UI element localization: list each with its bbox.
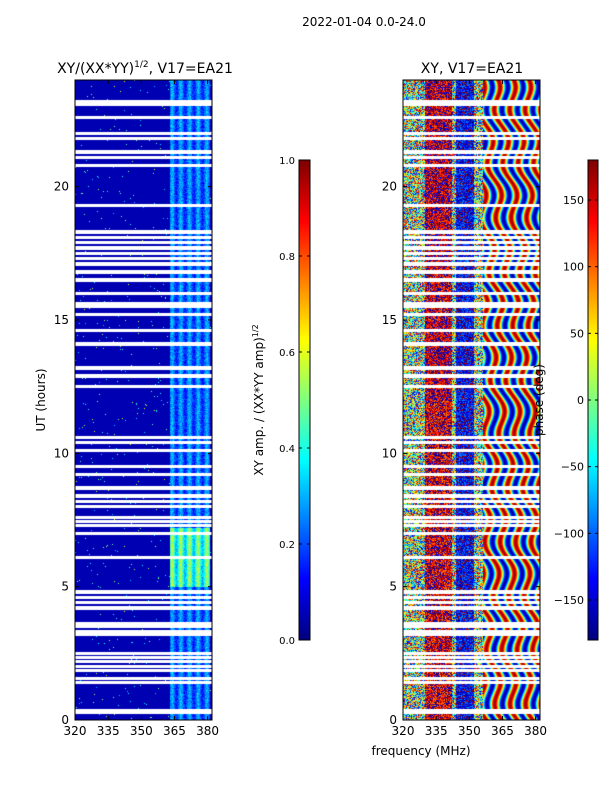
panel-amplitude-title: XY/(XX*YY)1/2, V17=EA21 xyxy=(57,60,233,77)
colorbar-phase-label: phase (deg) xyxy=(532,364,546,436)
x-axis-label-frequency: frequency (MHz) xyxy=(371,744,470,758)
colorbar-phase: −150 −100 −50 0 50 100 150 phase (deg) xyxy=(532,159,599,641)
colorbar-tick-label: 0.0 xyxy=(279,636,295,647)
colorbar-amplitude-frame xyxy=(298,159,311,641)
y-tick-label: 20 xyxy=(54,180,69,194)
y-tick-label: 5 xyxy=(61,580,69,594)
plot-frame-phase xyxy=(402,79,541,721)
y-axis-ticks-amplitude: 0 5 10 15 20 xyxy=(54,180,212,727)
x-tick-label: 350 xyxy=(130,724,153,738)
colorbar-phase-gradient xyxy=(588,160,598,640)
y-tick-label: 15 xyxy=(382,313,397,327)
x-tick-label: 380 xyxy=(196,724,219,738)
figure-suptitle: 2022-01-04 0.0-24.0 xyxy=(302,15,426,29)
colorbar-tick-label: 0.8 xyxy=(279,252,295,263)
panel-phase: XY, V17=EA21 320 335 350 365 380 0 5 10 15 20 xyxy=(382,61,547,738)
x-tick-label: 320 xyxy=(64,724,87,738)
x-tick-label: 365 xyxy=(491,724,514,738)
colorbar-phase-ticks: −150 −100 −50 0 50 100 150 xyxy=(554,194,598,607)
x-tick-label: 350 xyxy=(458,724,481,738)
colorbar-tick-label: 0 xyxy=(577,394,584,407)
y-tick-label: 20 xyxy=(382,180,397,194)
y-tick-label: 10 xyxy=(382,446,397,460)
y-tick-label: 15 xyxy=(54,313,69,327)
colorbar-tick-label: −100 xyxy=(554,527,584,540)
heatmap-phase xyxy=(403,80,540,720)
x-tick-label: 335 xyxy=(425,724,448,738)
colorbar-amplitude-label: XY amp. / (XX*YY amp)1/2 xyxy=(251,324,266,475)
y-tick-label: 10 xyxy=(54,446,69,460)
heatmap-phase-image xyxy=(403,80,540,720)
x-tick-label: 320 xyxy=(392,724,415,738)
panel-phase-title: XY, V17=EA21 xyxy=(421,61,523,77)
colorbar-tick-label: −150 xyxy=(554,594,584,607)
y-tick-label: 0 xyxy=(389,713,397,727)
x-tick-label: 335 xyxy=(97,724,120,738)
colorbar-amplitude: 0.0 0.2 0.4 0.6 0.8 1.0 XY amp. / (XX*YY amp)… xyxy=(251,156,311,647)
plot-frame-amplitude xyxy=(74,79,213,721)
colorbar-tick-label: 0.2 xyxy=(279,540,295,551)
x-tick-label: 380 xyxy=(524,724,547,738)
colorbar-tick-label: 1.0 xyxy=(279,156,295,167)
colorbar-tick-label: 0.4 xyxy=(279,444,295,455)
x-axis-ticks-amplitude: 320 335 350 365 380 xyxy=(64,80,219,738)
panel-amplitude: XY/(XX*YY)1/2, V17=EA21 320 335 350 365 380 … xyxy=(34,60,233,738)
heatmap-amplitude xyxy=(75,80,212,720)
y-axis-ticks-phase: 0 5 10 15 20 xyxy=(382,180,540,727)
x-axis-ticks-phase: 320 335 350 365 380 xyxy=(392,80,547,738)
colorbar-tick-label: 100 xyxy=(563,261,584,274)
colorbar-amplitude-gradient xyxy=(299,160,310,640)
colorbar-tick-label: 50 xyxy=(570,327,584,340)
colorbar-tick-label: −50 xyxy=(561,461,584,474)
heatmap-amplitude-image xyxy=(75,80,212,720)
y-axis-label-amplitude: UT (hours) xyxy=(34,368,48,431)
colorbar-amplitude-ticks: 0.0 0.2 0.4 0.6 0.8 1.0 xyxy=(279,156,310,647)
colorbar-tick-label: 150 xyxy=(563,194,584,207)
y-tick-label: 5 xyxy=(389,580,397,594)
colorbar-tick-label: 0.6 xyxy=(279,348,295,359)
y-tick-label: 0 xyxy=(61,713,69,727)
x-tick-label: 365 xyxy=(163,724,186,738)
